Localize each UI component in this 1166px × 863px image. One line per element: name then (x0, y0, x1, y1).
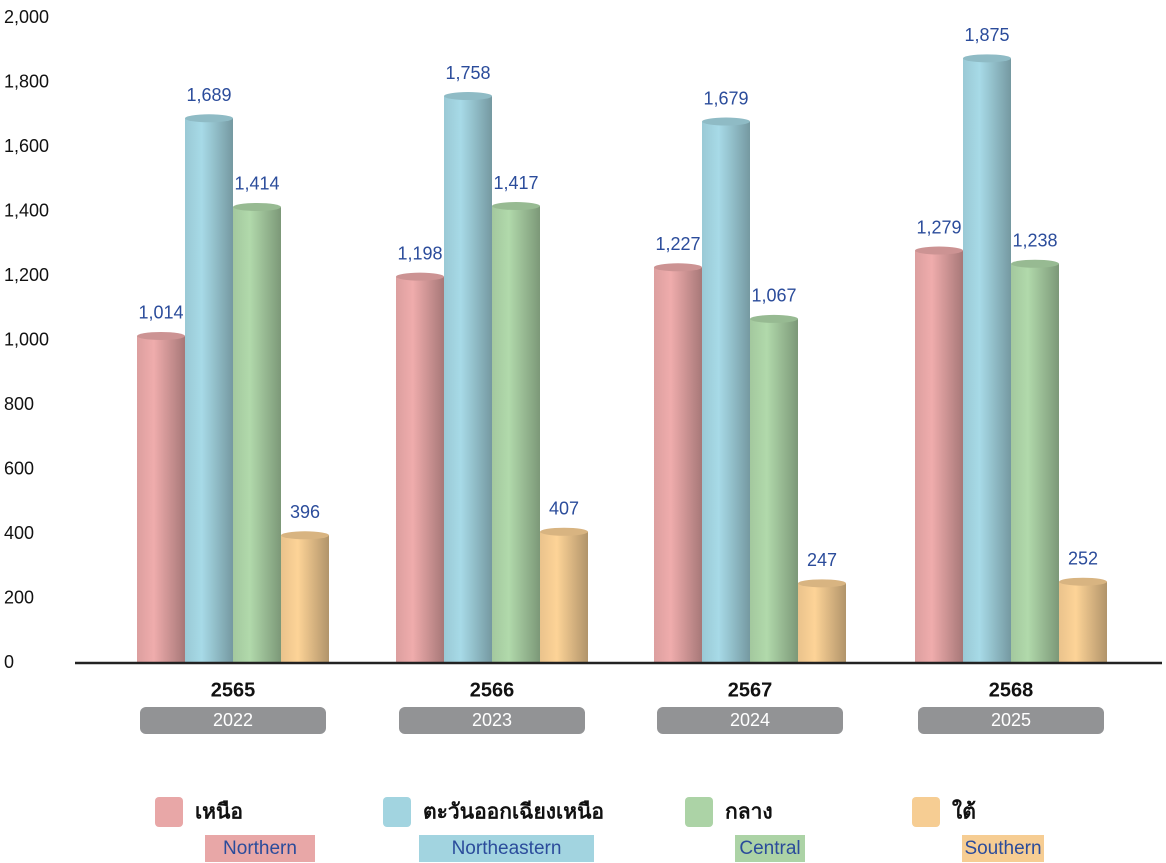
bar-cap (233, 202, 281, 211)
value-label: 1,227 (655, 234, 700, 254)
value-label: 1,067 (751, 286, 796, 306)
y-tick-label: 2,000 (4, 7, 49, 27)
category-pill (140, 707, 326, 734)
value-label: 252 (1068, 548, 1098, 568)
x-tick-label: 2565 (211, 679, 256, 701)
x-tick-label: 2568 (989, 679, 1034, 701)
bar-cap (137, 331, 185, 340)
bar (1011, 263, 1059, 663)
value-label: 407 (549, 498, 579, 518)
y-tick-label: 0 (4, 652, 14, 672)
bar-cap (750, 314, 798, 323)
bar-cap (540, 527, 588, 536)
value-label: 1,758 (445, 63, 490, 83)
value-label: 247 (807, 550, 837, 570)
bar (750, 318, 798, 663)
legend-sublabel: Central (739, 838, 800, 859)
value-label: 1,679 (703, 88, 748, 108)
bar-cap (1059, 577, 1107, 586)
category-sublabel: 2024 (730, 710, 770, 730)
bar-cap (963, 54, 1011, 63)
legend-swatch (155, 797, 183, 827)
bar (702, 121, 750, 663)
legend-swatch (685, 797, 713, 827)
bar (798, 583, 846, 663)
bar-cap (396, 272, 444, 281)
bar-cap (444, 92, 492, 101)
value-label: 1,417 (493, 173, 538, 193)
value-label: 1,875 (964, 25, 1009, 45)
bar (444, 96, 492, 664)
value-label: 1,689 (186, 85, 231, 105)
legend-sub-bg (735, 835, 805, 862)
bar-cap (915, 246, 963, 255)
legend-sublabel: Southern (964, 838, 1041, 859)
legend-sub-bg (419, 835, 594, 862)
y-tick-label: 800 (4, 394, 34, 414)
legend-sub-bg (962, 835, 1044, 862)
bar-cap (492, 202, 540, 211)
value-label: 1,014 (138, 303, 183, 323)
bar (654, 267, 702, 663)
bar (396, 276, 444, 663)
legend-label: กลาง (725, 801, 773, 824)
value-label: 1,279 (916, 217, 961, 237)
bar (1059, 581, 1107, 663)
bar-cap (281, 531, 329, 540)
x-tick-label: 2567 (728, 679, 773, 701)
category-pill (399, 707, 585, 734)
bar (915, 250, 963, 663)
y-tick-label: 1,600 (4, 136, 49, 156)
bar (233, 206, 281, 664)
bar-cap (798, 579, 846, 588)
bar-cap (654, 263, 702, 272)
bar (281, 535, 329, 663)
bar (185, 118, 233, 664)
bar (137, 335, 185, 663)
category-pill (657, 707, 843, 734)
category-sublabel: 2022 (213, 710, 253, 730)
legend-label: ตะวันออกเฉียงเหนือ (423, 800, 604, 824)
y-tick-label: 400 (4, 523, 34, 543)
value-label: 1,414 (234, 174, 279, 194)
y-tick-label: 600 (4, 458, 34, 478)
bar-cap (185, 114, 233, 123)
category-sublabel: 2023 (472, 710, 512, 730)
legend-sublabel: Northern (223, 838, 297, 859)
y-tick-label: 200 (4, 587, 34, 607)
bar-cap (1011, 259, 1059, 268)
bar-cap (702, 117, 750, 126)
y-tick-label: 1,800 (4, 71, 49, 91)
bar (963, 58, 1011, 663)
value-label: 1,238 (1012, 230, 1057, 250)
category-sublabel: 2025 (991, 710, 1031, 730)
category-pill (918, 707, 1104, 734)
legend-label: ใต้ (952, 799, 976, 824)
y-tick-label: 1,200 (4, 265, 49, 285)
bar (540, 531, 588, 663)
y-tick-label: 1,000 (4, 329, 49, 349)
value-label: 396 (290, 502, 320, 522)
legend-label: เหนือ (195, 800, 243, 824)
bar (492, 206, 540, 663)
legend-sublabel: Northeastern (452, 838, 562, 859)
y-tick-label: 1,400 (4, 200, 49, 220)
legend-swatch (383, 797, 411, 827)
legend-swatch (912, 797, 940, 827)
value-label: 1,198 (397, 243, 442, 263)
x-tick-label: 2566 (470, 679, 515, 701)
legend-sub-bg (205, 835, 315, 862)
